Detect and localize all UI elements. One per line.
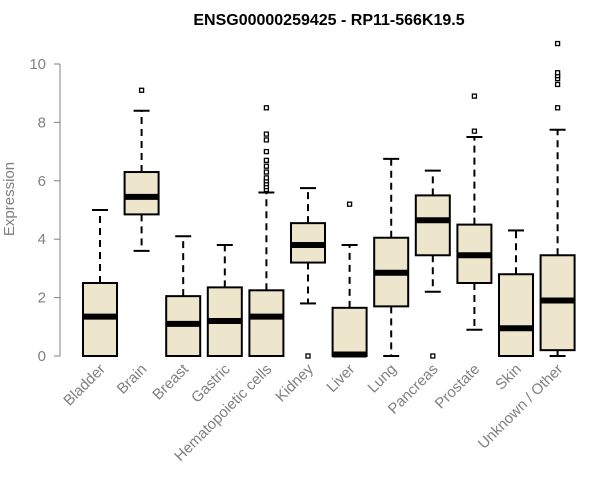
y-axis: 0 2 4 6 8 10 bbox=[29, 56, 61, 365]
y-axis-label: Expression bbox=[1, 162, 18, 236]
outlier-point bbox=[263, 105, 270, 111]
box-group bbox=[123, 87, 160, 252]
x-tick-label: Lung bbox=[364, 361, 400, 397]
y-tick-label: 2 bbox=[38, 290, 46, 307]
y-tick-label: 0 bbox=[38, 348, 46, 365]
x-tick-label: Skin bbox=[492, 361, 525, 394]
box-group bbox=[331, 201, 368, 358]
outlier-point bbox=[471, 128, 478, 134]
box-group bbox=[206, 244, 243, 358]
y-tick-label: 8 bbox=[38, 114, 46, 131]
outlier-point bbox=[263, 131, 270, 137]
box-iqr bbox=[331, 306, 368, 358]
x-tick-label: Breast bbox=[149, 360, 192, 403]
x-tick-label: Kidney bbox=[272, 360, 317, 405]
box-iqr bbox=[248, 289, 285, 357]
outlier-point bbox=[554, 40, 561, 47]
outlier-point bbox=[554, 70, 561, 76]
box-group bbox=[414, 169, 451, 359]
outlier-point bbox=[471, 93, 478, 99]
y-tick-label: 4 bbox=[38, 231, 46, 248]
box-group bbox=[82, 209, 118, 357]
box-group bbox=[165, 235, 202, 358]
outlier-point bbox=[554, 105, 561, 111]
outlier-point bbox=[263, 163, 270, 169]
outlier-point bbox=[263, 137, 270, 143]
outlier-point bbox=[263, 175, 270, 181]
outlier-point bbox=[430, 353, 436, 359]
box-group bbox=[539, 40, 576, 357]
outlier-point bbox=[138, 87, 145, 93]
x-tick-label: Liver bbox=[323, 361, 358, 396]
box-group bbox=[456, 93, 493, 331]
box-iqr bbox=[414, 194, 451, 257]
box-group bbox=[498, 229, 534, 357]
box-iqr bbox=[498, 273, 534, 357]
outlier-point bbox=[263, 169, 270, 175]
outlier-point bbox=[554, 81, 561, 88]
box-group bbox=[290, 187, 326, 359]
x-tick-label: Prostate bbox=[432, 361, 484, 413]
y-tick-label: 10 bbox=[29, 56, 46, 73]
outlier-point bbox=[346, 201, 353, 207]
outlier-point bbox=[263, 148, 270, 155]
plot-area bbox=[82, 40, 576, 359]
box-group bbox=[248, 105, 285, 357]
x-tick-label: Bladder bbox=[60, 361, 109, 410]
y-tick-label: 6 bbox=[38, 173, 46, 190]
outlier-point bbox=[305, 353, 311, 359]
outlier-point bbox=[263, 157, 270, 164]
x-tick-label: Brain bbox=[114, 361, 151, 398]
box-group bbox=[373, 157, 410, 357]
chart-title: ENSG00000259425 - RP11-566K19.5 bbox=[193, 12, 464, 29]
box-iqr bbox=[123, 171, 160, 216]
